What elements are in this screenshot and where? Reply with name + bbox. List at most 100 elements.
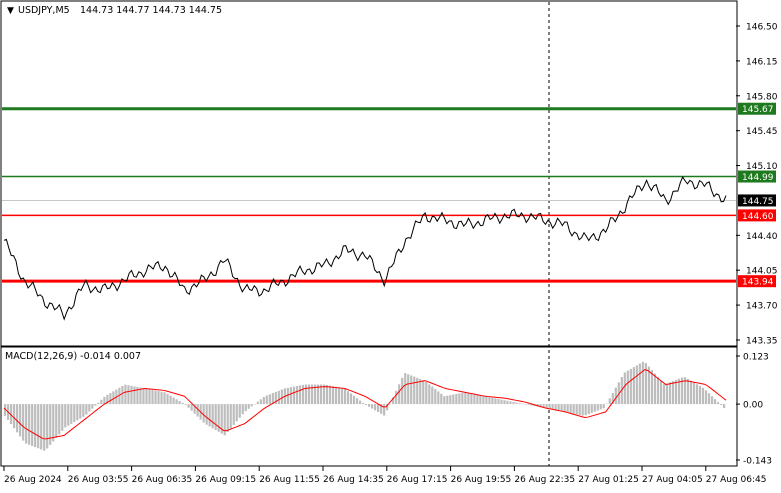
macd-histogram-bar [650,370,653,405]
macd-histogram-bar [304,384,308,405]
macd-tick-label: -0.143 [743,457,772,467]
macd-histogram-bar [584,404,587,416]
macd-histogram-bar [52,404,55,442]
macd-histogram-bar [142,388,145,405]
macd-histogram-bar [719,404,723,406]
macd-histogram-bar [593,404,596,412]
macd-histogram-bar [446,395,449,405]
macd-histogram-bar [428,384,431,405]
price-tick-label: 144.40 [746,232,778,242]
macd-histogram-bar [377,404,380,413]
macd-signal-line [3,369,727,440]
macd-histogram-bar [713,399,717,405]
macd-histogram-bar [181,402,184,405]
macd-histogram-bar [193,404,196,414]
macd-histogram-bar [437,391,440,405]
macd-histogram-bar [175,399,178,405]
macd-histogram-bar [145,388,148,405]
time-tick-label: 26 Aug 03:55 [68,475,129,485]
macd-histogram-bar [109,393,112,405]
macd-histogram-bar [647,366,650,405]
macd-histogram-bar [358,400,362,405]
macd-histogram-bar [524,404,527,405]
macd-histogram-bar [352,395,356,405]
macd-histogram-bar [551,404,554,410]
macd-histogram-bar [217,404,220,432]
time-tick-label: 27 Aug 04:05 [642,475,703,485]
macd-histogram-bar [635,365,638,405]
macd-histogram-bar [563,404,566,412]
time-tick-label: 26 Aug 22:35 [514,475,575,485]
macd-histogram-bar [410,375,413,405]
macd-histogram-bar [455,393,458,405]
macd-histogram-bar [698,386,702,405]
macd-histogram-bar [473,394,476,405]
level-price-tag [738,194,776,207]
macd-histogram-bar [214,404,217,431]
macd-histogram-bar [578,404,581,415]
macd-histogram-bar [686,378,690,405]
macd-histogram-bar [91,404,94,409]
macd-histogram-bar [34,404,37,448]
macd-histogram-bar [590,404,593,413]
level-price-tag [738,102,776,115]
macd-histogram-bar [166,393,169,405]
macd-histogram-bar [289,387,292,405]
price-panel-frame [0,0,738,347]
symbol-dropdown-icon[interactable]: ▼ [7,6,14,16]
macd-histogram-bar [683,377,687,405]
macd-histogram-bar [572,404,575,414]
macd-histogram-bar [76,404,79,421]
macd-histogram-bar [319,384,323,405]
macd-histogram-bar [656,377,660,405]
macd-histogram-bar [82,404,85,417]
level-price-tag [738,170,776,183]
macd-histogram-bar [671,381,675,405]
macd-histogram-bar [515,402,518,405]
symbol-label[interactable]: USDJPY,M5 [18,5,70,16]
horizontal-levels[interactable]: 145.67 144.99 144.75 144.60 143.94 [2,102,776,288]
macd-histogram-bar [545,404,548,409]
level-price-label: 143.94 [742,278,774,288]
macd-histogram-bar [43,404,46,451]
macd-histogram-bar [374,404,377,411]
macd-histogram-bar [322,384,326,405]
macd-histogram-bar [211,404,214,429]
macd-histogram-bar [587,404,590,415]
macd-histogram-bar [416,377,419,405]
macd-histogram-bar [265,395,268,405]
macd-histogram-bar [223,404,226,436]
macd-histogram-bar [692,382,696,405]
macd-histogram-bar [509,401,512,405]
macd-histogram-bar [220,404,223,434]
macd-histogram-bar [602,404,605,409]
macd-histogram-bar [133,386,136,405]
price-tick-label: 145.10 [746,162,778,172]
macd-histogram-bar [539,404,542,408]
price-tick-label: 143.35 [746,337,778,347]
macd-histogram-bar [238,404,241,418]
macd-histogram-bar [67,404,70,426]
macd-histogram-bar [407,374,410,405]
macd-histogram-bar [4,404,7,416]
level-price-label: 144.75 [742,197,774,207]
macd-histogram-bar [629,368,632,405]
macd-axis: 0.123 0.00 -0.143 [736,353,772,467]
macd-histogram-bar [160,391,163,405]
macd-histogram-bar [638,363,641,405]
time-tick-label: 26 Aug 09:15 [195,475,256,485]
macd-histogram-bar [343,388,347,405]
macd-histogram-bar [458,393,461,405]
macd-histogram-bar [277,390,280,405]
macd-histogram-bar [722,404,726,408]
macd-histogram-bar [190,404,193,411]
macd-histogram-bar [313,384,317,405]
macd-histogram-bar [256,401,259,405]
macd-histogram-bar [79,404,82,419]
macd-histogram-bar [716,402,720,405]
macd-histogram-bar [295,386,299,405]
macd-histogram-bar [644,363,647,405]
level-price-label: 145.67 [742,105,774,115]
